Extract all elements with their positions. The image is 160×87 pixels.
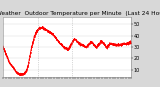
Title: Milwaukee Weather  Outdoor Temperature per Minute  (Last 24 Hours): Milwaukee Weather Outdoor Temperature pe… (0, 11, 160, 16)
